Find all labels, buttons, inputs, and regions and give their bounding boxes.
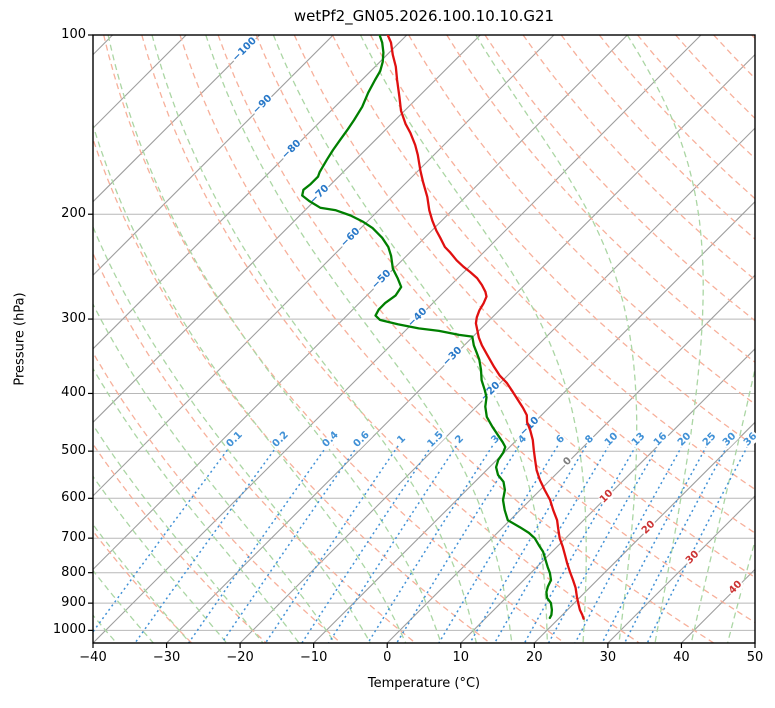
isotherm-line xyxy=(533,421,755,643)
x-tick-label: −30 xyxy=(152,650,181,665)
y-tick-label: 400 xyxy=(61,385,86,401)
y-tick-label: 900 xyxy=(61,595,86,611)
isotherm-line xyxy=(93,35,555,497)
x-tick-label: 30 xyxy=(599,650,617,665)
moist-adiabat-line xyxy=(107,35,442,643)
mixing-ratio-line xyxy=(396,445,520,643)
dry-adiabat-line xyxy=(93,530,193,643)
dry-adiabat-line xyxy=(446,35,755,363)
moist-adiabat-line xyxy=(93,367,300,643)
mixing-ratio-line xyxy=(601,445,708,643)
x-tick-label: −10 xyxy=(299,650,328,665)
y-tick-label: 200 xyxy=(61,206,86,222)
x-tick-label: −40 xyxy=(79,650,107,665)
mixing-ratio-line xyxy=(623,445,728,643)
dry-adiabat-line xyxy=(331,35,755,491)
moist-adiabat-line xyxy=(359,35,587,643)
dry-adiabat-line xyxy=(598,35,755,200)
mixing-ratio-line xyxy=(93,445,232,634)
mixing-ratio-line xyxy=(221,445,359,643)
moist-adiabat-line xyxy=(93,225,371,643)
mixing-ratio-line xyxy=(646,445,749,643)
dry-adiabat-line xyxy=(103,35,565,643)
plot-border xyxy=(92,34,756,644)
dry-adiabat-line xyxy=(217,35,755,624)
y-tick-label: 100 xyxy=(61,27,86,42)
mixing-ratio-line xyxy=(494,445,610,643)
x-tick-label: 20 xyxy=(526,650,543,665)
isotherm-line xyxy=(93,35,628,571)
dry-adiabat-line xyxy=(560,35,755,240)
y-tick-label: 700 xyxy=(61,530,86,546)
moist-adiabat-line xyxy=(272,35,548,643)
mixing-ratio-line xyxy=(264,445,399,643)
isotherm-line xyxy=(93,35,481,424)
moist-adiabat-line xyxy=(93,302,336,643)
isotherm-line xyxy=(93,35,261,203)
dry-adiabat-line xyxy=(408,35,755,405)
moist-adiabat-line xyxy=(726,538,755,643)
isotherm-line xyxy=(239,127,755,643)
x-tick-label: −20 xyxy=(226,650,254,665)
moist-adiabat-line xyxy=(626,35,704,643)
y-tick-label: 1000 xyxy=(52,622,86,638)
dry-adiabat-line xyxy=(141,35,640,643)
y-tick-label: 600 xyxy=(61,490,86,506)
chart-title: wetPf2_GN05.2026.100.10.10.G21 xyxy=(293,7,555,25)
isotherm-line xyxy=(93,35,334,276)
y-tick-label: 500 xyxy=(61,443,86,459)
x-tick-label: 40 xyxy=(673,650,690,665)
moist-adiabat-line xyxy=(93,569,154,643)
isotherm-line xyxy=(607,495,755,643)
dry-adiabat-line xyxy=(93,351,342,643)
dry-adiabat-line xyxy=(370,35,755,448)
mixing-ratio-line xyxy=(547,445,659,643)
mixing-ratio-line xyxy=(187,445,328,643)
dewpoint-curve xyxy=(301,35,554,620)
x-axis-label: Temperature (°C) xyxy=(367,676,481,691)
moist-adiabat-line xyxy=(93,475,228,643)
y-tick-label: 300 xyxy=(61,311,86,327)
moist-adiabat-line xyxy=(151,35,477,643)
x-tick-label: 0 xyxy=(383,650,392,665)
dry-adiabat-line xyxy=(255,35,755,579)
y-tick-label: 800 xyxy=(61,564,86,580)
isotherm-line xyxy=(93,35,702,643)
mixing-ratio-line xyxy=(469,445,587,643)
moist-adiabat-line xyxy=(93,423,264,643)
moist-adiabat-line xyxy=(475,35,638,643)
dry-adiabat-line xyxy=(179,35,715,643)
mixing-ratio-line xyxy=(438,445,559,643)
temperature-curve xyxy=(386,35,585,620)
mixing-ratio-line xyxy=(574,445,683,643)
moist-adiabat-line xyxy=(690,365,755,643)
mixing-ratio-line xyxy=(523,445,637,643)
isotherm-line xyxy=(166,53,755,643)
isotherm-line xyxy=(386,274,755,643)
x-tick-label: 50 xyxy=(746,650,764,665)
dry-adiabat-line xyxy=(93,251,416,643)
dry-adiabat-line xyxy=(293,35,755,534)
x-tick-label: 10 xyxy=(452,650,470,665)
dry-adiabat-line xyxy=(93,442,267,643)
